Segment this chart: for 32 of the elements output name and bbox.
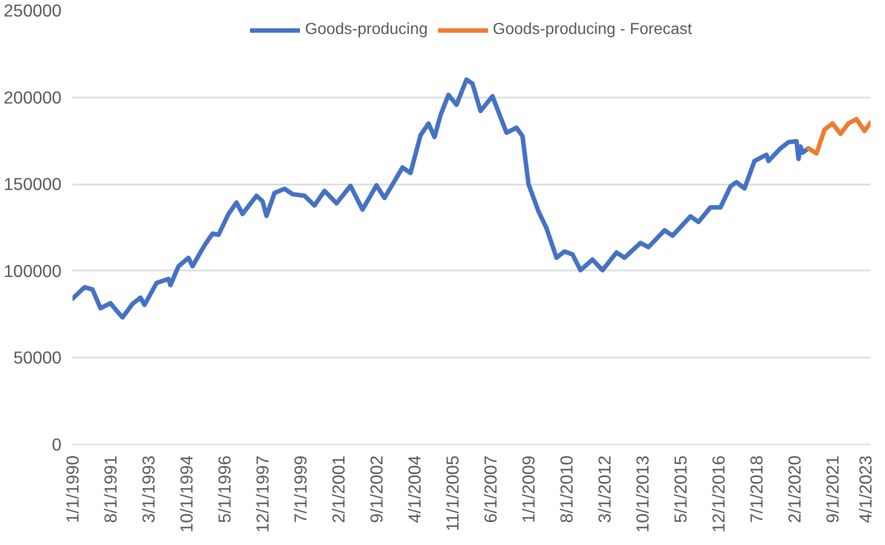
x-tick-label: 6/1/2007 (480, 456, 500, 523)
x-tick-label: 4/1/2023 (856, 456, 876, 523)
x-tick-label: 8/1/2010 (556, 456, 576, 523)
line-series (806, 116, 870, 156)
x-tick-label: 4/1/2004 (404, 455, 424, 523)
x-tick-label: 3/1/1993 (138, 456, 158, 523)
x-tick-label: 7/1/1999 (290, 456, 310, 523)
x-tick-label: 12/1/1997 (252, 455, 272, 533)
y-tick-label: 150000 (4, 174, 62, 194)
x-tick-label: 7/1/2018 (746, 456, 766, 523)
x-tick-label: 3/1/2012 (594, 456, 614, 523)
legend-label: Goods-producing (305, 21, 428, 39)
x-tick-label: 10/1/1994 (176, 455, 196, 533)
y-tick-label: 200000 (4, 87, 62, 108)
y-tick-label: 50000 (13, 348, 62, 368)
x-tick-label: 5/1/1996 (214, 456, 234, 523)
x-tick-label: 9/1/2002 (366, 456, 386, 523)
x-tick-label: 9/1/2021 (822, 456, 842, 523)
y-tick-label: 250000 (4, 0, 62, 20)
x-tick-label: 1/1/2009 (518, 456, 538, 523)
line-series (72, 77, 811, 320)
x-tick-label: 11/1/2005 (442, 455, 462, 532)
x-tick-label: 12/1/2016 (708, 455, 728, 533)
x-tick-label: 5/1/2015 (670, 456, 690, 523)
x-tick-label: 10/1/2013 (632, 455, 652, 533)
y-tick-label: 100000 (4, 260, 62, 281)
x-tick-label: 1/1/1990 (62, 456, 82, 523)
legend-label: Goods-producing - Forecast (492, 21, 692, 39)
y-tick-label: 0 (52, 434, 62, 454)
x-tick-label: 8/1/1991 (100, 456, 120, 523)
x-tick-label: 2/1/2020 (784, 456, 804, 523)
x-tick-label: 2/1/2001 (328, 456, 348, 523)
